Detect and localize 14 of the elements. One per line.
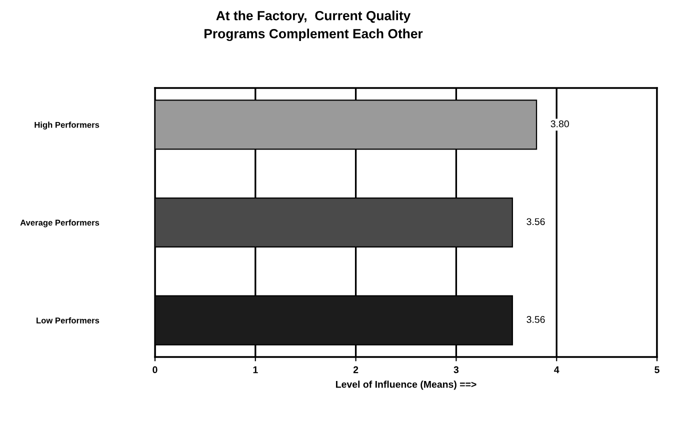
data-label: 3.56 [526,316,545,323]
chart-title: At the Factory, Current Quality Programs Complement Each Other [204,10,423,42]
x-tick-label: 4 [554,366,560,374]
y-tick-label: Average Performers [20,219,100,228]
y-tick-label: Low Performers [36,317,100,324]
x-axis-title: Level of Influence (Means) ==> [336,380,476,390]
x-tick-label: 2 [353,366,358,374]
x-tick-label: 0 [152,366,158,374]
x-tick-label: 1 [253,366,258,374]
data-label: 3.56 [526,218,545,226]
x-tick-label: 3 [454,366,459,374]
data-label: 3.80 [550,120,569,128]
y-tick-label: High Performers [34,122,100,130]
x-tick-label: 5 [654,366,660,374]
